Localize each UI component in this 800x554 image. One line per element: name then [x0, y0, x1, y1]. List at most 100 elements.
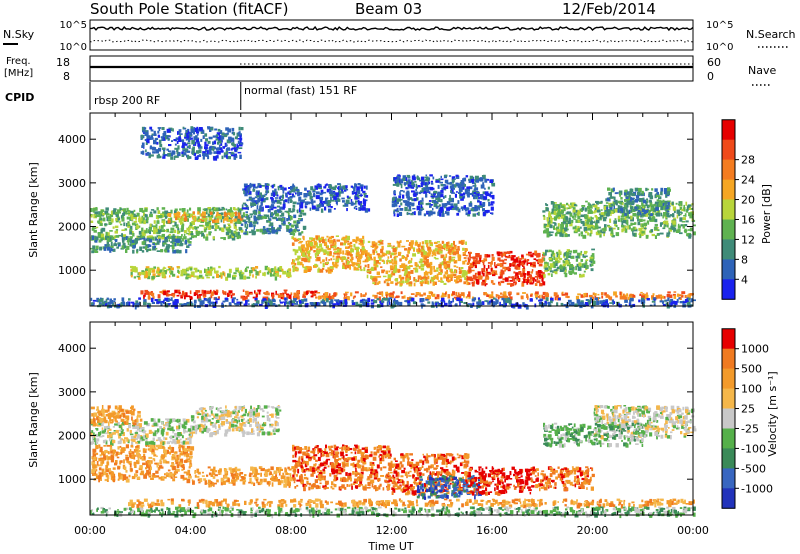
power-cell	[495, 298, 497, 302]
power-cell	[548, 258, 552, 260]
power-cell	[565, 296, 568, 298]
power-cell	[562, 260, 565, 263]
power-cell	[309, 302, 314, 305]
power-cell	[279, 196, 281, 200]
power-cell	[435, 197, 438, 201]
power-cell	[315, 249, 320, 254]
power-cell	[687, 206, 691, 210]
power-cell	[181, 228, 184, 232]
power-cell	[145, 291, 150, 295]
n-sky-tick-low: 10^0	[60, 42, 87, 53]
power-cell	[394, 209, 398, 212]
power-cell	[400, 179, 404, 184]
power-cell	[415, 265, 418, 268]
power-cell	[178, 230, 181, 233]
power-cell	[271, 198, 274, 202]
power-cell	[477, 211, 480, 216]
power-cell	[477, 200, 480, 203]
power-cell	[152, 243, 155, 246]
power-cell	[254, 297, 258, 301]
power-cell	[445, 292, 447, 295]
power-cell	[90, 247, 94, 250]
power-cell	[168, 239, 170, 242]
power-cell	[90, 220, 94, 223]
power-cell	[199, 300, 202, 306]
power-cell	[425, 252, 429, 257]
power-cell	[149, 230, 151, 235]
power-cell	[421, 187, 424, 193]
power-cell	[246, 187, 251, 192]
power-cell	[669, 294, 673, 298]
power-cell	[225, 148, 228, 152]
power-cell	[201, 130, 205, 134]
power-cell	[232, 207, 236, 211]
power-cell	[448, 248, 452, 253]
power-cell	[606, 210, 610, 215]
power-cell	[207, 215, 211, 218]
power-cell	[395, 278, 399, 282]
power-cell	[463, 302, 467, 305]
power-cell	[202, 224, 205, 227]
power-cell	[180, 269, 183, 274]
power-cell	[307, 260, 311, 263]
power-cell	[385, 250, 390, 254]
power-cell	[417, 278, 420, 282]
power-cell	[482, 211, 486, 217]
power-cell	[590, 204, 593, 209]
power-cell	[302, 249, 305, 254]
power-cell	[148, 235, 151, 239]
power-cell	[417, 244, 420, 248]
power-cell	[372, 244, 376, 247]
power-cell	[237, 214, 241, 219]
power-cell	[461, 183, 464, 188]
power-cell	[554, 257, 559, 261]
power-cell	[150, 209, 155, 211]
power-cell	[658, 200, 662, 204]
power-cell	[288, 187, 292, 189]
power-cell	[298, 197, 302, 202]
power-cell	[560, 227, 563, 233]
power-cell	[181, 208, 186, 212]
power-cell	[451, 188, 455, 190]
power-cell	[429, 186, 434, 191]
power-cell	[321, 236, 325, 240]
power-cell	[196, 275, 199, 280]
nave-label: Nave	[748, 64, 776, 77]
power-cell	[415, 183, 418, 188]
power-cell	[489, 300, 493, 303]
power-cell	[167, 213, 172, 217]
power-cell	[91, 250, 95, 254]
power-cell	[333, 195, 337, 200]
power-cell	[109, 300, 114, 304]
power-cell	[296, 290, 300, 293]
power-cell	[689, 215, 693, 219]
power-cell	[403, 295, 406, 299]
power-cell	[119, 304, 123, 307]
power-cell	[546, 231, 549, 236]
power-cell	[236, 236, 240, 240]
power-cell	[665, 302, 669, 305]
power-cell	[481, 281, 486, 286]
power-cell	[604, 216, 608, 219]
power-cell	[533, 261, 536, 265]
power-cell	[464, 259, 467, 262]
power-cell	[95, 226, 99, 229]
power-cell	[629, 227, 631, 230]
power-cell	[461, 241, 464, 245]
power-cell	[187, 229, 190, 232]
power-cell	[181, 225, 184, 230]
power-cell	[646, 220, 649, 224]
power-cell	[352, 191, 354, 193]
power-cell	[560, 205, 565, 208]
power-cell	[271, 303, 276, 306]
power-cell	[206, 271, 210, 273]
power-cell	[568, 217, 571, 221]
power-cell	[269, 222, 274, 226]
power-cell	[537, 270, 542, 274]
power-cell	[466, 188, 470, 192]
power-cell	[404, 184, 406, 187]
power-cell	[324, 206, 327, 211]
power-cell	[583, 270, 586, 273]
power-cell	[250, 204, 253, 208]
power-cell	[370, 267, 375, 271]
